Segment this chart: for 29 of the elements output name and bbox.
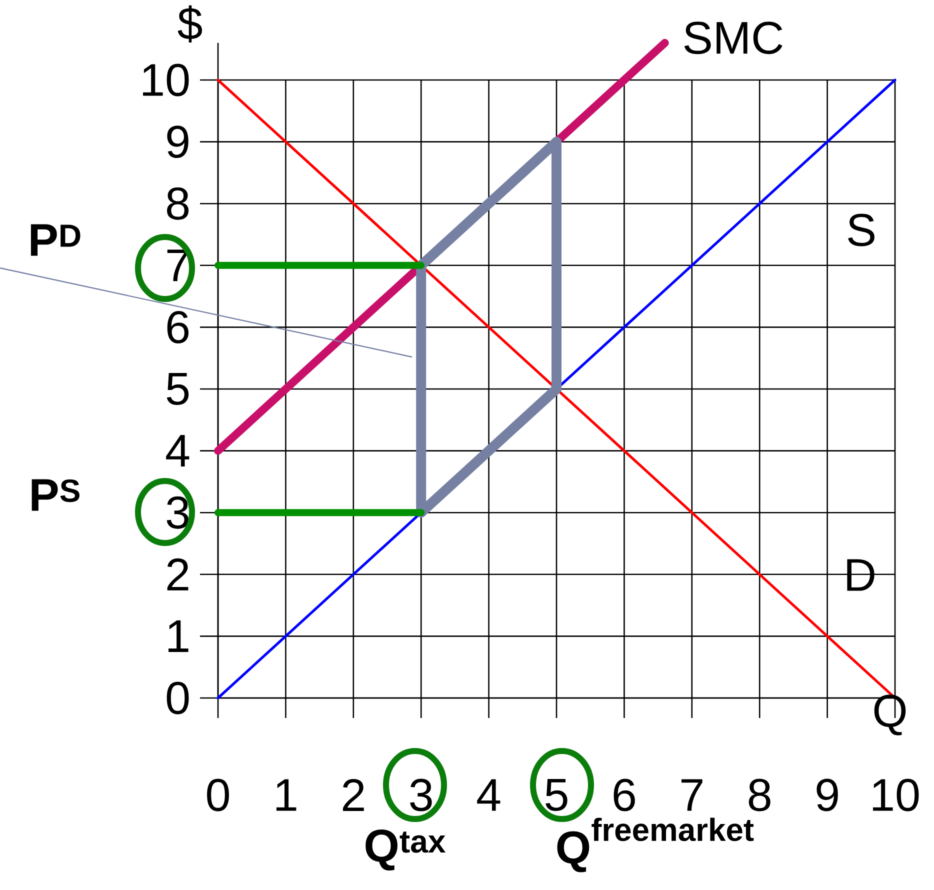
text: P$^{S}$ xyxy=(32,479,80,511)
y-tick-label: 10 xyxy=(143,64,189,96)
y-tick-label: 8 xyxy=(167,187,189,220)
series-label: S xyxy=(848,214,874,246)
x-tick-label: 10 xyxy=(873,778,919,812)
x-tick-label: 7 xyxy=(682,779,702,811)
y-tick-label: 2 xyxy=(167,558,188,590)
text: P$^{D}$ xyxy=(30,224,80,256)
text: $\textbf{Q}^{\textbf{\fontsize{32}{32}\selectfont freemarket}}$ xyxy=(557,818,754,872)
x-axis-title: Q xyxy=(874,694,906,736)
x-tick-label: 0 xyxy=(207,778,229,812)
y-tick-label: 3 xyxy=(166,496,189,529)
x-tick-label: 3 xyxy=(410,778,432,812)
y-tick-label: 4 xyxy=(166,435,190,467)
y-tick-label: 6 xyxy=(167,310,189,344)
x-tick-label: 9 xyxy=(816,778,838,812)
y-tick-label: 1 xyxy=(168,620,188,652)
x-tick-label: 4 xyxy=(477,779,500,811)
y-tick-label: 9 xyxy=(167,126,188,158)
x-tick-label: 8 xyxy=(748,778,770,812)
series-label: SMC xyxy=(684,22,782,54)
y-axis-title: $ xyxy=(178,5,202,43)
y-tick-label: 5 xyxy=(166,373,189,405)
x-tick-label: 5 xyxy=(546,779,568,811)
x-tick-label: 1 xyxy=(276,779,296,811)
y-tick-label: 0 xyxy=(166,682,189,714)
x-tick-label: 6 xyxy=(614,778,635,812)
text: Q$^{tax}$ xyxy=(366,829,446,871)
x-tick-label: 2 xyxy=(342,779,364,811)
